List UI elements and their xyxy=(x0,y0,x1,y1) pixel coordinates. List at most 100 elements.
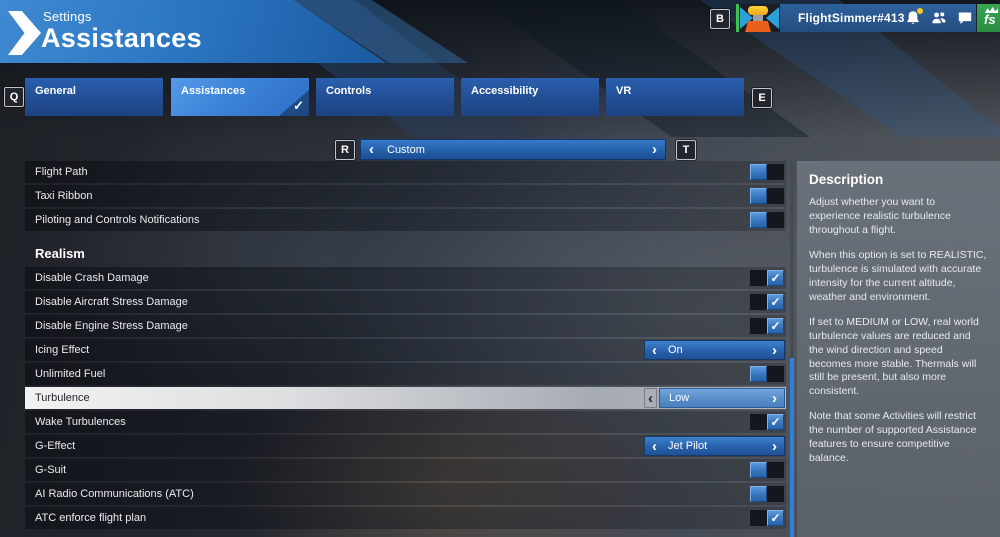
toggle-switch-off[interactable] xyxy=(749,187,785,205)
toggle-switch-off[interactable] xyxy=(749,365,785,383)
next-option-arrow-icon[interactable] xyxy=(772,391,777,406)
setting-label: Disable Crash Damage xyxy=(35,272,149,284)
fs-badge-label: fs xyxy=(984,12,996,27)
toggle-switch-off[interactable] xyxy=(749,485,785,503)
setting-row-flight-path[interactable]: Flight Path xyxy=(25,161,786,183)
setting-row-taxi-ribbon[interactable]: Taxi Ribbon xyxy=(25,185,786,207)
toggle-switch-on[interactable] xyxy=(749,317,785,335)
page-title: Assistances xyxy=(41,23,202,53)
checkmark-icon xyxy=(770,271,780,285)
description-paragraph: Adjust whether you want to experience re… xyxy=(809,196,951,236)
setting-label: ATC enforce flight plan xyxy=(35,512,147,524)
username: FlightSimmer#413 xyxy=(798,11,905,25)
toggle-knob xyxy=(750,486,767,502)
checkmark-icon xyxy=(770,295,780,309)
section-header-realism: Realism xyxy=(35,245,85,261)
setting-label: AI Radio Communications (ATC) xyxy=(35,488,194,500)
tab-label: Accessibility xyxy=(471,85,539,97)
description-paragraph: If set to MEDIUM or LOW, real world turb… xyxy=(809,315,979,398)
list-scrollbar-track xyxy=(790,161,794,537)
preset-selector[interactable]: Custom xyxy=(360,139,666,160)
setting-row-icing-effect[interactable]: Icing Effect On xyxy=(25,339,786,361)
key-hint-q: Q xyxy=(4,87,24,107)
selector-value: Jet Pilot xyxy=(668,440,708,452)
toggle-switch-on[interactable] xyxy=(749,269,785,287)
next-option-arrow-icon[interactable] xyxy=(772,343,777,358)
description-paragraph: When this option is set to REALISTIC, tu… xyxy=(809,248,987,303)
toggle-switch-off[interactable] xyxy=(749,461,785,479)
setting-label: Wake Turbulences xyxy=(35,416,126,428)
fs-community-badge[interactable]: fs xyxy=(977,4,1000,32)
user-icons xyxy=(905,7,983,27)
setting-row-atc-enforce-flight-plan[interactable]: ATC enforce flight plan xyxy=(25,507,786,529)
setting-label: G-Suit xyxy=(35,464,67,476)
tab-vr[interactable]: VR xyxy=(606,78,744,116)
list-scrollbar-thumb[interactable] xyxy=(790,358,794,537)
setting-row-g-effect[interactable]: G-Effect Jet Pilot xyxy=(25,435,786,457)
option-selector[interactable]: On xyxy=(644,340,785,360)
prev-option-arrow-icon[interactable] xyxy=(644,388,657,408)
toggle-switch-on[interactable] xyxy=(749,413,785,431)
description-paragraph: Note that some Activities will restrict … xyxy=(809,410,977,465)
setting-row-ai-radio-atc[interactable]: AI Radio Communications (ATC) xyxy=(25,483,786,505)
toggle-knob xyxy=(750,188,767,204)
toggle-switch-on[interactable] xyxy=(749,509,785,527)
settings-list: Flight Path Taxi Ribbon Piloting and Con… xyxy=(25,161,786,531)
selector-value: On xyxy=(668,344,683,356)
avatar-status-stripe xyxy=(736,4,739,32)
avatar-decor xyxy=(748,6,768,15)
toggle-knob xyxy=(750,462,767,478)
setting-row-turbulence-focused[interactable]: Turbulence Low xyxy=(25,387,786,409)
setting-row-unlimited-fuel[interactable]: Unlimited Fuel xyxy=(25,363,786,385)
key-hint-b: B xyxy=(710,9,730,29)
tab-general[interactable]: General xyxy=(25,78,163,116)
selector-value: Low xyxy=(669,392,690,404)
checkmark-icon xyxy=(770,415,780,429)
friends-icon[interactable] xyxy=(931,10,948,27)
description-title: Description xyxy=(809,172,884,187)
setting-row-disable-engine-stress[interactable]: Disable Engine Stress Damage xyxy=(25,315,786,337)
notification-dot xyxy=(916,7,923,14)
next-option-arrow-icon[interactable] xyxy=(772,439,777,454)
toggle-knob xyxy=(750,366,767,382)
setting-label: Taxi Ribbon xyxy=(35,190,93,202)
setting-label: Flight Path xyxy=(35,166,88,178)
notifications-bell-icon[interactable] xyxy=(905,7,923,27)
user-avatar[interactable] xyxy=(736,4,780,32)
toggle-knob xyxy=(767,318,784,334)
chat-icon[interactable] xyxy=(957,10,974,27)
avatar-decor xyxy=(745,21,771,32)
tab-label: VR xyxy=(616,85,632,97)
setting-row-disable-crash-damage[interactable]: Disable Crash Damage xyxy=(25,267,786,289)
tab-accessibility[interactable]: Accessibility xyxy=(461,78,599,116)
option-selector-focused[interactable]: Low xyxy=(644,388,785,408)
tab-controls[interactable]: Controls xyxy=(316,78,454,116)
setting-row-g-suit[interactable]: G-Suit xyxy=(25,459,786,481)
toggle-switch-on[interactable] xyxy=(749,293,785,311)
toggle-knob xyxy=(767,510,784,526)
option-selector[interactable]: Jet Pilot xyxy=(644,436,785,456)
tab-assistances[interactable]: Assistances xyxy=(171,78,309,116)
selector-box[interactable]: Low xyxy=(659,388,785,408)
toggle-switch-off[interactable] xyxy=(749,211,785,229)
setting-label: Icing Effect xyxy=(35,344,90,356)
preset-value: Custom xyxy=(387,143,425,156)
setting-label: Disable Aircraft Stress Damage xyxy=(35,296,188,308)
crown-icon xyxy=(985,7,998,13)
setting-row-disable-aircraft-stress[interactable]: Disable Aircraft Stress Damage xyxy=(25,291,786,313)
key-hint-e: E xyxy=(752,88,772,108)
next-preset-arrow-icon[interactable] xyxy=(652,142,657,157)
breadcrumb-settings: Settings xyxy=(43,9,92,24)
setting-label: Turbulence xyxy=(35,392,90,404)
tab-label: General xyxy=(35,85,76,97)
toggle-knob xyxy=(767,270,784,286)
description-panel: Description Adjust whether you want to e… xyxy=(797,161,1000,537)
setting-row-wake-turbulences[interactable]: Wake Turbulences xyxy=(25,411,786,433)
toggle-knob xyxy=(767,414,784,430)
setting-label: Unlimited Fuel xyxy=(35,368,106,380)
setting-row-piloting-notifications[interactable]: Piloting and Controls Notifications xyxy=(25,209,786,231)
setting-label: Disable Engine Stress Damage xyxy=(35,320,188,332)
setting-label: G-Effect xyxy=(35,440,76,452)
user-bar[interactable]: FlightSimmer#413 xyxy=(736,4,976,32)
toggle-switch-off[interactable] xyxy=(749,163,785,181)
